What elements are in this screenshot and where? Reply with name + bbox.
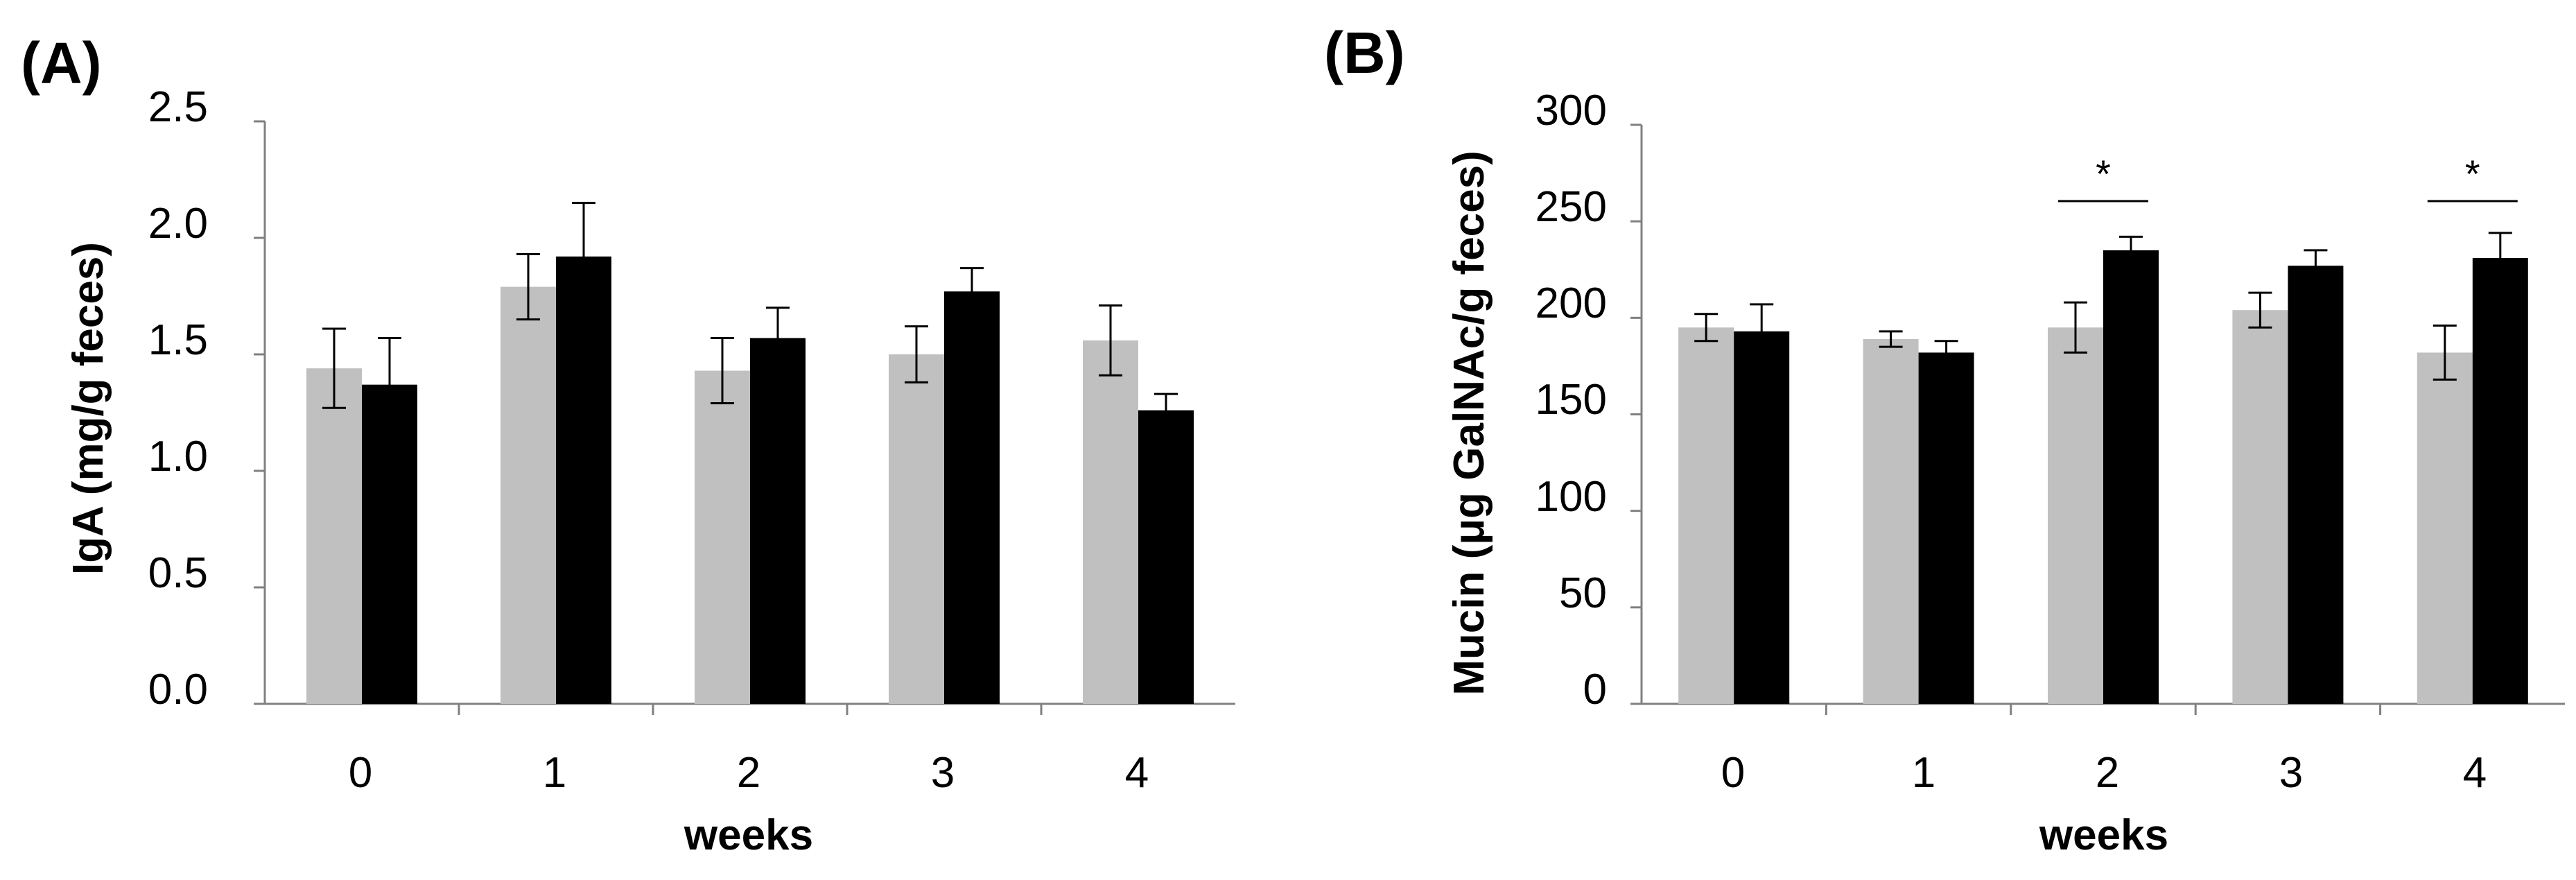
panel-a-ytick-labels: 0.0 0.5 1.0 1.5 2.0 2.5	[148, 83, 208, 714]
panel-b-xtick-label: 2	[2096, 749, 2119, 797]
panel-a-ytick-label: 1.5	[148, 316, 208, 364]
panel-a-ytick-label: 0.5	[148, 549, 208, 597]
panel-a-ytick-label: 2.0	[148, 200, 208, 248]
panel-b-mucin-chart: (B) 0 50 100 150 200 250 300 0 1 2 3 4 w…	[1324, 20, 2565, 859]
panel-b-ytick-label: 150	[1535, 376, 1607, 424]
panel-b-bar-control	[1678, 327, 1734, 704]
panel-a-bar-treatment	[362, 384, 417, 704]
panel-a-x-axis-title: weeks	[684, 811, 813, 859]
panel-a-xtick-label: 0	[349, 749, 372, 797]
panel-a-xtick-label: 2	[737, 749, 760, 797]
panel-a-bar-treatment	[1138, 410, 1194, 704]
panel-b-ytick-label: 300	[1535, 87, 1607, 135]
panel-b-ytick-label: 50	[1559, 569, 1607, 617]
panel-a-bar-control	[306, 368, 362, 704]
panel-b-bar-treatment	[2288, 266, 2344, 704]
panel-b-ytick-labels: 0 50 100 150 200 250 300	[1535, 87, 1607, 714]
panel-b-ytick-label: 100	[1535, 473, 1607, 521]
panel-b-significance-label: *	[2096, 152, 2111, 196]
panel-a-ytick-label: 1.0	[148, 433, 208, 481]
panel-b-bar-control	[2232, 310, 2288, 704]
panel-b-xtick-label: 4	[2463, 749, 2487, 797]
panel-a-xtick-label: 3	[931, 749, 955, 797]
panel-b-ytick-label: 200	[1535, 279, 1607, 327]
panel-b-bar-treatment	[2472, 258, 2528, 704]
panel-a-xtick-label: 1	[543, 749, 566, 797]
panel-b-ytick-label: 0	[1583, 666, 1607, 714]
panel-a-bar-treatment	[750, 338, 806, 705]
panel-a-ytick-label: 0.0	[148, 666, 208, 714]
panel-b-xtick-labels: 0 1 2 3 4	[1721, 749, 2487, 797]
panel-a-bar-treatment	[556, 256, 611, 704]
panel-b-y-axis-title: Mucin (μg GalNAc/g feces)	[1445, 150, 1493, 696]
panel-b-bar-control	[1863, 338, 1919, 704]
panel-b-significance-label: *	[2465, 152, 2480, 196]
panel-a-xtick-label: 4	[1125, 749, 1149, 797]
panel-b-bar-treatment	[2103, 250, 2159, 705]
panel-b-ytick-label: 250	[1535, 183, 1607, 231]
panel-b-bar-treatment	[1918, 352, 1974, 704]
panel-a-iga-chart: (A) 0.0 0.5 1.0 1.5 2.0 2.5 0 1 2 3 4 we…	[21, 31, 1235, 859]
panel-a-y-axis-title: IgA (mg/g feces)	[64, 242, 112, 575]
panel-a-bar-control	[889, 354, 944, 704]
panel-b-xtick-label: 1	[1912, 749, 1935, 797]
panel-b-xtick-label: 3	[2279, 749, 2303, 797]
panel-b-label: (B)	[1324, 20, 1405, 85]
panel-a-bar-treatment	[944, 291, 1000, 704]
panel-b-x-axis-title: weeks	[2039, 811, 2168, 859]
panel-a-bar-control	[501, 286, 556, 704]
panel-b-bar-treatment	[1734, 331, 1790, 705]
panel-a-bar-control	[695, 370, 750, 704]
panel-a-ytick-label: 2.5	[148, 83, 208, 131]
panel-b-bar-control	[2048, 327, 2103, 704]
panel-b-xtick-label: 0	[1721, 749, 1745, 797]
panel-a-label: (A)	[21, 31, 102, 96]
panel-a-xtick-labels: 0 1 2 3 4	[349, 749, 1149, 797]
panel-a-bar-control	[1083, 340, 1138, 705]
panel-b-bar-control	[2417, 352, 2473, 704]
